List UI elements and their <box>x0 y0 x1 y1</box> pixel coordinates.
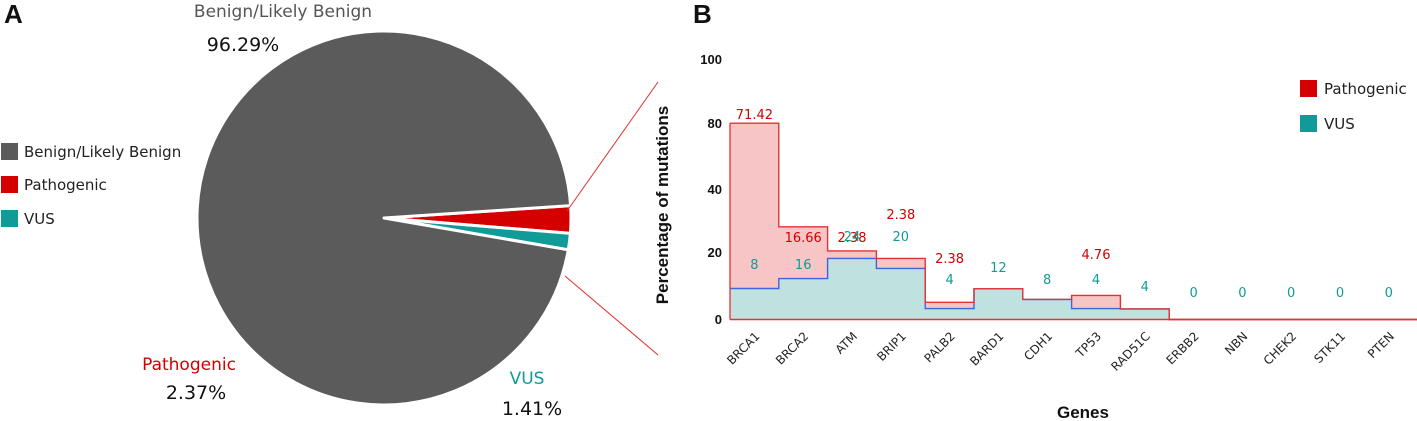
legend-vus-swatch <box>1300 115 1317 132</box>
legend-pathogenic-label: Pathogenic <box>1324 80 1407 98</box>
pie-pct-vus: 1.41% <box>502 398 562 420</box>
x-tick-label: CHEK2 <box>1261 329 1300 368</box>
y-tick-label: 40 <box>708 182 722 197</box>
pie-legend: Benign/Likely Benign Pathogenic VUS <box>1 143 181 228</box>
zoom-line-upper <box>566 81 659 212</box>
legend-vus-swatch <box>1 210 18 227</box>
y-axis-title: Percentage of mutations <box>653 106 672 304</box>
vus-data-label: 4 <box>1092 273 1100 288</box>
pie-pct-benign: 96.29% <box>207 34 279 56</box>
zoom-line-lower <box>564 275 659 356</box>
vus-data-label: 4 <box>1141 280 1149 295</box>
legend-vus-label: VUS <box>24 210 55 228</box>
vus-data-label: 8 <box>1043 273 1051 288</box>
x-tick-label: BRCA2 <box>773 329 811 367</box>
panel-a-letter: A <box>4 0 23 29</box>
pie-label-pathogenic: Pathogenic <box>142 355 236 375</box>
vus-data-label: 12 <box>990 261 1007 276</box>
legend-pathogenic-swatch <box>1300 80 1317 97</box>
x-tick-label: NBN <box>1222 329 1250 357</box>
x-tick-label: BRIP1 <box>874 329 909 364</box>
legend-benign-swatch <box>1 143 18 160</box>
vus-area <box>730 258 1417 320</box>
x-tick-label: PALB2 <box>921 329 957 365</box>
y-tick-label: 20 <box>708 245 722 260</box>
vus-data-label: 0 <box>1385 286 1393 301</box>
vus-data-label: 20 <box>893 230 910 245</box>
vus-data-label: 0 <box>1336 286 1344 301</box>
x-tick-label: ATM <box>833 329 861 357</box>
pathogenic-data-label: 2.38 <box>886 208 915 223</box>
legend-pathogenic-label: Pathogenic <box>24 176 107 194</box>
legend-pathogenic-swatch <box>1 176 18 193</box>
x-axis-title: Genes <box>1057 403 1109 421</box>
x-tick-label: BARD1 <box>967 329 1006 368</box>
vus-data-label: 0 <box>1238 286 1246 301</box>
x-tick-label: ERBB2 <box>1164 329 1202 367</box>
pathogenic-data-label: 2.38 <box>838 231 867 246</box>
step-area-chart: 0204080100BRCA171.428BRCA216.6616ATM2.38… <box>653 52 1417 421</box>
legend-vus-label: VUS <box>1324 115 1355 133</box>
legend-benign-label: Benign/Likely Benign <box>24 143 181 161</box>
y-tick-label: 100 <box>700 52 722 67</box>
vus-data-label: 24 <box>844 230 861 245</box>
x-tick-label: PTEN <box>1365 329 1397 361</box>
vus-data-label: 0 <box>1287 286 1295 301</box>
vus-data-label: 16 <box>795 258 812 273</box>
x-tick-label: CDH1 <box>1021 329 1055 363</box>
x-tick-label: STK11 <box>1311 329 1348 366</box>
pathogenic-data-label: 16.66 <box>785 231 822 246</box>
pie-label-benign: Benign/Likely Benign <box>194 2 372 22</box>
x-tick-label: RAD51C <box>1108 329 1153 374</box>
y-tick-label: 80 <box>708 116 722 131</box>
pie-label-vus: VUS <box>510 369 545 389</box>
pie-pct-pathogenic: 2.37% <box>166 382 226 404</box>
y-tick-label: 0 <box>715 312 722 327</box>
pathogenic-data-label: 71.42 <box>736 108 773 123</box>
vus-data-label: 0 <box>1189 286 1197 301</box>
vus-data-label: 8 <box>750 258 758 273</box>
pathogenic-data-label: 4.76 <box>1082 248 1111 263</box>
panel-b-letter: B <box>693 0 712 29</box>
pie-chart: Benign/Likely Benign 96.29% Pathogenic 2.37… <box>142 2 659 420</box>
pathogenic-data-label: 2.38 <box>935 252 964 267</box>
vus-data-label: 4 <box>945 273 953 288</box>
pie-slice-benign <box>195 29 573 407</box>
x-tick-label: BRCA1 <box>724 329 762 367</box>
x-tick-label: TP53 <box>1072 329 1104 361</box>
